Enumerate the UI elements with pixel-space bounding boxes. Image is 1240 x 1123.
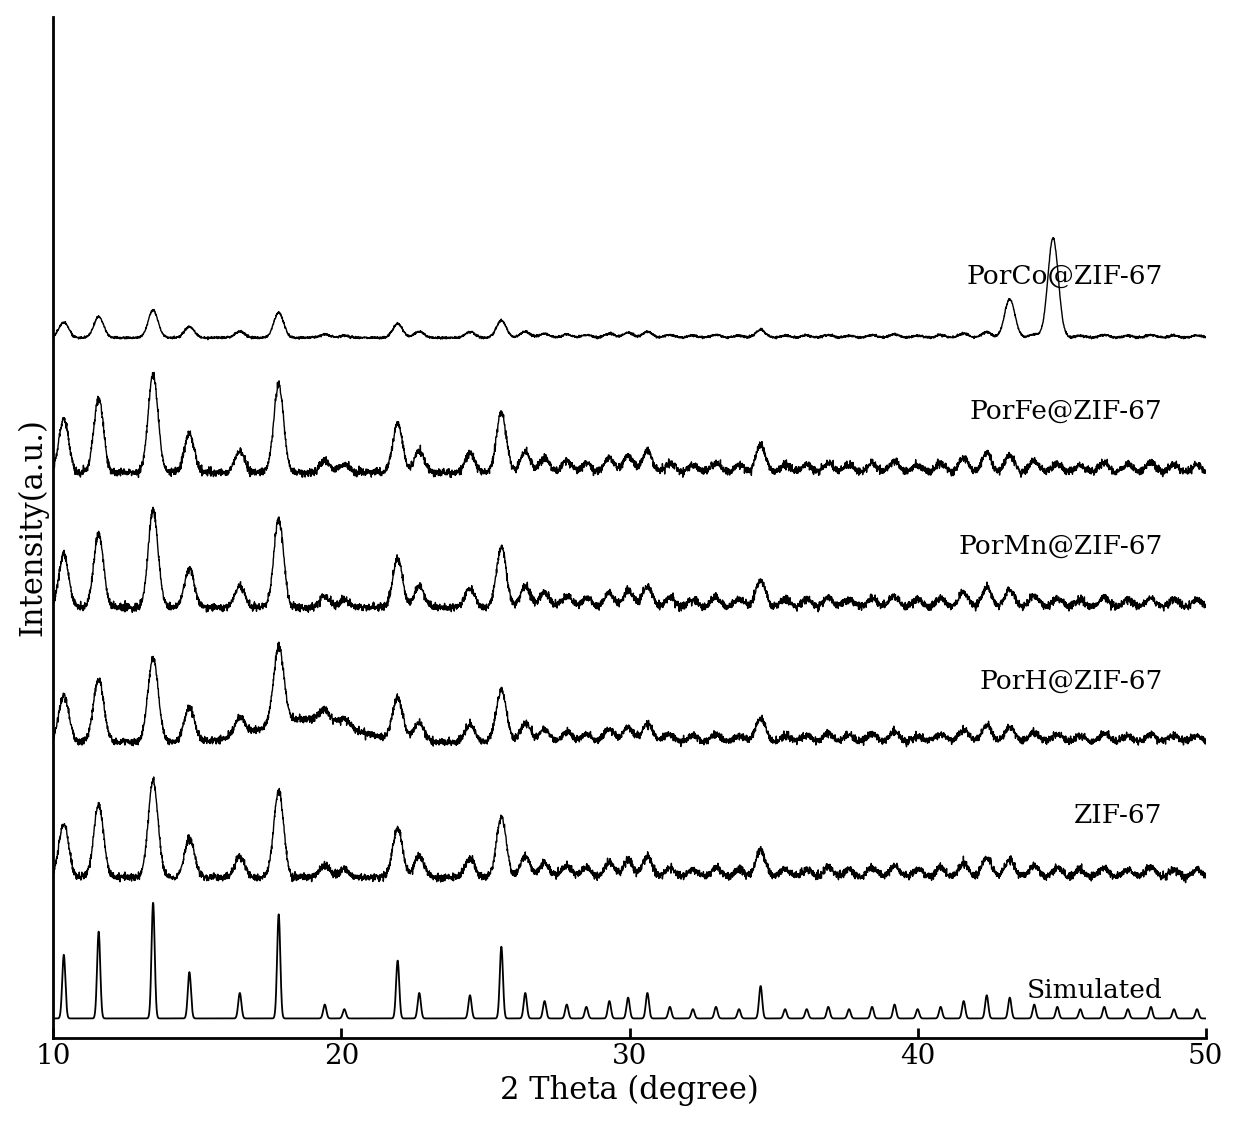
Text: PorFe@ZIF-67: PorFe@ZIF-67 (970, 399, 1162, 423)
Y-axis label: Intensity(a.u.): Intensity(a.u.) (16, 418, 48, 636)
Text: ZIF-67: ZIF-67 (1074, 803, 1162, 829)
Text: PorH@ZIF-67: PorH@ZIF-67 (980, 668, 1162, 694)
Text: PorMn@ZIF-67: PorMn@ZIF-67 (959, 533, 1162, 558)
Text: PorCo@ZIF-67: PorCo@ZIF-67 (966, 264, 1162, 289)
Text: Simulated: Simulated (1027, 978, 1162, 1003)
X-axis label: 2 Theta (degree): 2 Theta (degree) (500, 1075, 759, 1106)
